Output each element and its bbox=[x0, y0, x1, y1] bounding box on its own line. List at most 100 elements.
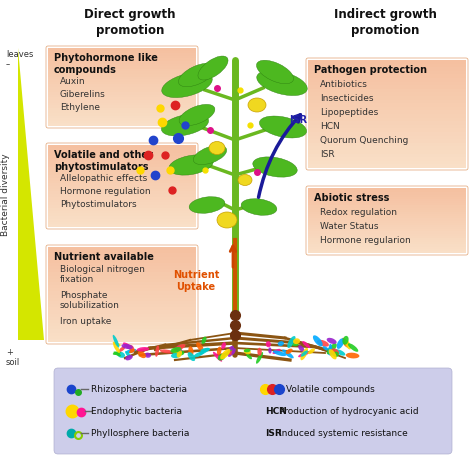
Text: Nutrient
Uptake: Nutrient Uptake bbox=[173, 270, 219, 292]
Bar bbox=[48, 257, 196, 260]
Ellipse shape bbox=[327, 338, 337, 344]
Bar bbox=[48, 339, 196, 342]
Bar bbox=[48, 291, 196, 294]
Ellipse shape bbox=[196, 342, 203, 351]
Bar bbox=[308, 117, 466, 121]
Bar bbox=[48, 159, 196, 162]
Bar bbox=[48, 310, 196, 313]
Ellipse shape bbox=[328, 344, 332, 355]
Text: Volatile and other
phytostimulators: Volatile and other phytostimulators bbox=[54, 150, 153, 172]
Bar bbox=[48, 313, 196, 317]
Ellipse shape bbox=[176, 345, 182, 353]
Ellipse shape bbox=[129, 345, 134, 352]
Polygon shape bbox=[18, 48, 44, 340]
Bar bbox=[48, 74, 196, 76]
Ellipse shape bbox=[175, 350, 184, 356]
Ellipse shape bbox=[171, 353, 181, 358]
Bar bbox=[48, 76, 196, 79]
Bar bbox=[48, 71, 196, 74]
Ellipse shape bbox=[301, 350, 308, 357]
Ellipse shape bbox=[217, 347, 221, 355]
Bar bbox=[48, 118, 196, 121]
Text: Iron uptake: Iron uptake bbox=[60, 317, 111, 326]
Bar bbox=[308, 64, 466, 67]
Bar bbox=[308, 71, 466, 75]
Ellipse shape bbox=[301, 348, 308, 360]
Text: Insecticides: Insecticides bbox=[320, 94, 374, 103]
Text: Hormone regularion: Hormone regularion bbox=[320, 236, 411, 245]
Ellipse shape bbox=[160, 349, 173, 354]
Ellipse shape bbox=[227, 346, 234, 357]
Ellipse shape bbox=[278, 341, 284, 346]
Bar bbox=[48, 148, 196, 151]
Ellipse shape bbox=[323, 346, 328, 351]
Ellipse shape bbox=[268, 347, 272, 354]
Bar bbox=[48, 156, 196, 159]
Bar bbox=[48, 307, 196, 310]
Ellipse shape bbox=[253, 157, 297, 177]
Ellipse shape bbox=[198, 56, 228, 80]
Bar bbox=[48, 323, 196, 326]
Bar bbox=[48, 178, 196, 181]
Ellipse shape bbox=[199, 348, 210, 354]
Bar bbox=[48, 56, 196, 58]
Ellipse shape bbox=[333, 352, 339, 357]
Bar bbox=[48, 79, 196, 82]
Ellipse shape bbox=[155, 345, 159, 357]
Bar bbox=[48, 121, 196, 123]
Text: Biological nitrogen
fixation: Biological nitrogen fixation bbox=[60, 265, 145, 284]
Bar bbox=[48, 202, 196, 205]
Bar bbox=[308, 188, 466, 190]
Ellipse shape bbox=[287, 336, 296, 348]
Text: Bacterial diversity: Bacterial diversity bbox=[1, 154, 10, 236]
Text: ISR: ISR bbox=[265, 429, 282, 438]
Text: Lipopeptides: Lipopeptides bbox=[320, 108, 378, 117]
Ellipse shape bbox=[137, 347, 149, 352]
Bar bbox=[48, 64, 196, 66]
Ellipse shape bbox=[145, 353, 151, 358]
Bar bbox=[308, 227, 466, 229]
Bar bbox=[48, 69, 196, 71]
Bar bbox=[48, 216, 196, 219]
Bar bbox=[308, 107, 466, 111]
Ellipse shape bbox=[292, 343, 299, 346]
Ellipse shape bbox=[293, 339, 300, 344]
Ellipse shape bbox=[246, 354, 252, 359]
Ellipse shape bbox=[113, 335, 119, 348]
FancyBboxPatch shape bbox=[54, 368, 452, 454]
Ellipse shape bbox=[179, 104, 215, 126]
Ellipse shape bbox=[337, 339, 344, 349]
Text: leaves
–: leaves – bbox=[6, 50, 33, 70]
Ellipse shape bbox=[238, 175, 252, 186]
Ellipse shape bbox=[125, 355, 133, 360]
Text: Phytohormone like
compounds: Phytohormone like compounds bbox=[54, 53, 158, 75]
Ellipse shape bbox=[273, 349, 281, 354]
Ellipse shape bbox=[121, 344, 133, 349]
Bar bbox=[48, 329, 196, 333]
Bar bbox=[48, 58, 196, 61]
Bar bbox=[308, 201, 466, 203]
Bar bbox=[308, 251, 466, 253]
Bar bbox=[308, 222, 466, 225]
Ellipse shape bbox=[244, 349, 250, 352]
Ellipse shape bbox=[256, 352, 263, 364]
Bar bbox=[48, 111, 196, 113]
Bar bbox=[48, 102, 196, 105]
Ellipse shape bbox=[171, 347, 181, 353]
Text: Nutrient available: Nutrient available bbox=[54, 252, 154, 262]
Bar bbox=[48, 282, 196, 285]
Bar bbox=[308, 210, 466, 212]
Bar bbox=[308, 96, 466, 100]
Bar bbox=[48, 253, 196, 257]
Bar bbox=[308, 194, 466, 197]
Ellipse shape bbox=[193, 146, 227, 165]
Bar bbox=[48, 326, 196, 329]
Ellipse shape bbox=[213, 352, 222, 362]
Bar bbox=[308, 154, 466, 157]
Bar bbox=[48, 301, 196, 304]
Bar bbox=[48, 224, 196, 227]
Text: Abiotic stress: Abiotic stress bbox=[314, 193, 389, 203]
Ellipse shape bbox=[179, 63, 216, 87]
Bar bbox=[48, 260, 196, 263]
Bar bbox=[48, 266, 196, 269]
